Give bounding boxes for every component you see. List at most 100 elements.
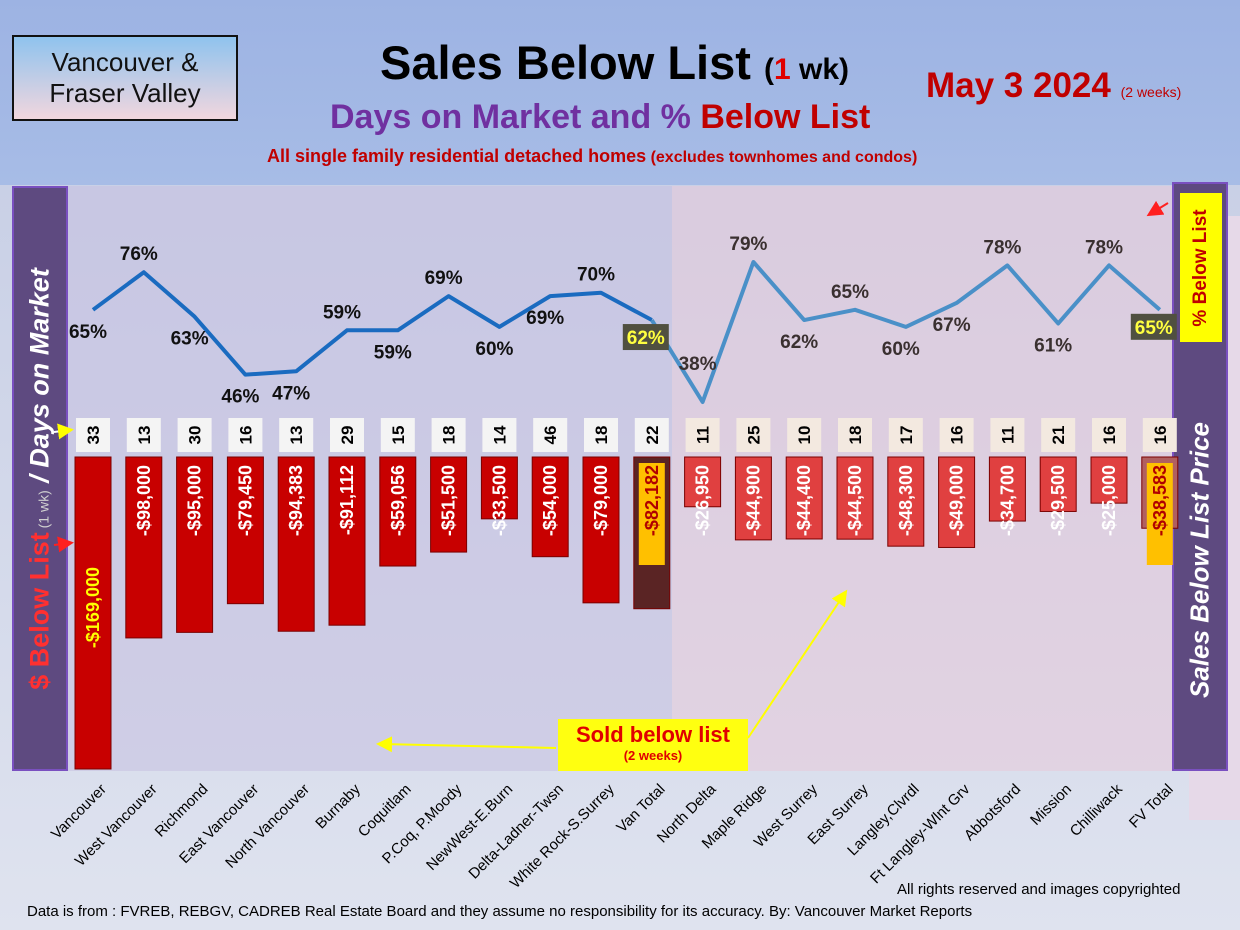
dom-value-5: 29 xyxy=(338,426,357,445)
bar-value-label-7: -$51,500 xyxy=(439,465,459,536)
bar-value-label-17: -$49,000 xyxy=(947,465,967,536)
dom-box-10 xyxy=(584,418,618,452)
bar-label-bg-11 xyxy=(638,463,665,565)
bar-value-label-20: -$25,000 xyxy=(1099,465,1119,536)
dom-value-19: 21 xyxy=(1049,426,1068,445)
pct-label-1: 76% xyxy=(120,244,158,265)
dom-value-11: 22 xyxy=(643,426,662,445)
title-open: ( xyxy=(763,53,774,86)
sold-below-list-title: Sold below list xyxy=(575,722,730,747)
dom-value-8: 14 xyxy=(490,425,509,444)
sold-below-list-period: (2 weeks) xyxy=(623,748,683,763)
bar-value-label-9: -$54,000 xyxy=(540,465,560,536)
pct-label-7: 69% xyxy=(425,268,463,289)
report-date-value: May 3 2024 xyxy=(926,66,1111,105)
subtitle-part1: Days on Market and % xyxy=(330,98,701,136)
dom-box-19 xyxy=(1041,418,1076,452)
chart-title-main: Sales Below List xyxy=(380,36,751,89)
pct-label-4: 47% xyxy=(272,383,310,404)
dom-box-14 xyxy=(787,418,822,452)
bar-10 xyxy=(582,456,620,604)
pct-label-19: 61% xyxy=(1034,335,1072,356)
chart-subtitle: Days on Market and % Below List xyxy=(330,98,870,137)
pct-label-11: 62% xyxy=(627,328,665,349)
pct-label-13: 79% xyxy=(729,234,767,255)
pct-label-17: 67% xyxy=(933,315,971,336)
bar-value-label-14: -$44,400 xyxy=(794,465,814,536)
dom-value-18: 11 xyxy=(998,426,1017,444)
bar-value-label-21: -$38,583 xyxy=(1150,465,1170,536)
arrow-to-fraser-valley xyxy=(747,589,848,739)
dom-value-10: 18 xyxy=(592,426,611,445)
pct-label-2: 63% xyxy=(171,329,209,350)
bar-17 xyxy=(938,456,976,548)
dom-value-13: 25 xyxy=(744,426,763,445)
bar-6 xyxy=(379,456,417,567)
pct-label-5: 59% xyxy=(323,302,361,323)
category-label-21: FV Total xyxy=(1126,781,1177,832)
pct-label-0: 65% xyxy=(69,322,107,343)
region-line-2: Fraser Valley xyxy=(49,78,201,108)
dom-value-12: 11 xyxy=(694,426,713,444)
note-paren: (excludes townhomes and condos) xyxy=(646,149,918,166)
dom-box-1 xyxy=(126,418,161,452)
dom-value-6: 15 xyxy=(389,426,408,445)
dom-box-6 xyxy=(380,418,415,452)
dom-box-13 xyxy=(736,418,771,452)
bar-3 xyxy=(226,456,264,605)
title-close: wk) xyxy=(790,53,850,86)
bar-value-label-13: -$44,900 xyxy=(743,465,763,536)
report-date-note: (2 weeks) xyxy=(1120,84,1182,100)
dom-value-2: 30 xyxy=(186,426,205,445)
dom-value-1: 13 xyxy=(135,426,154,445)
dom-box-18 xyxy=(990,418,1025,452)
vancouver-region-bg xyxy=(68,186,672,771)
region-box: Vancouver & Fraser Valley xyxy=(12,35,238,121)
pct-label-15: 65% xyxy=(831,282,869,303)
bar-value-label-19: -$29,500 xyxy=(1048,465,1068,536)
dom-value-0: 33 xyxy=(84,426,103,445)
dom-box-17 xyxy=(939,418,974,452)
bar-8 xyxy=(480,456,518,520)
bar-16 xyxy=(887,456,925,547)
dom-box-16 xyxy=(888,418,923,452)
pct-label-12: 38% xyxy=(679,354,717,375)
bar-value-label-0: -$169,000 xyxy=(83,567,103,648)
dom-box-5 xyxy=(330,418,364,452)
chart-title: Sales Below List (1 wk) xyxy=(380,35,849,90)
dom-value-7: 18 xyxy=(440,426,459,445)
subtitle-part2: Below List xyxy=(700,98,871,136)
pct-label-18: 78% xyxy=(983,237,1021,258)
dom-box-12 xyxy=(685,418,720,452)
dom-value-16: 17 xyxy=(897,426,916,445)
bar-20 xyxy=(1090,456,1128,504)
pct-label-20: 78% xyxy=(1085,237,1123,258)
data-source-note: Data is from : FVREB, REBGV, CADREB Real… xyxy=(27,903,973,920)
dom-value-20: 16 xyxy=(1100,426,1119,445)
copyright-note: All rights reserved and images copyright… xyxy=(897,881,1181,898)
chart-title-period: (1 wk) xyxy=(764,53,849,86)
pct-label-9: 69% xyxy=(526,308,564,329)
pct-label-8: 60% xyxy=(475,339,513,360)
bar-4 xyxy=(277,456,315,632)
chart-note: All single family residential detached h… xyxy=(267,146,917,167)
arrow-to-vancouver xyxy=(376,736,557,753)
dom-value-9: 46 xyxy=(541,426,560,445)
category-label-9: Delta-Ladner-Twsn xyxy=(465,781,567,883)
pct-label-bg-11 xyxy=(622,324,669,351)
title-num: 1 xyxy=(773,53,791,86)
dom-box-8 xyxy=(482,418,517,452)
bar-value-label-18: -$34,700 xyxy=(997,465,1017,536)
bar-9 xyxy=(531,456,569,558)
bar-14 xyxy=(785,456,823,540)
dom-value-17: 16 xyxy=(948,426,967,445)
bar-value-label-11: -$82,182 xyxy=(642,465,662,536)
bar-value-label-15: -$44,500 xyxy=(845,465,865,536)
bar-5 xyxy=(328,456,366,626)
left-axis-panel xyxy=(12,186,68,771)
bar-value-label-5: -$91,112 xyxy=(337,465,357,535)
bar-value-label-10: -$79,000 xyxy=(591,465,611,536)
pct-label-14: 62% xyxy=(780,332,818,353)
